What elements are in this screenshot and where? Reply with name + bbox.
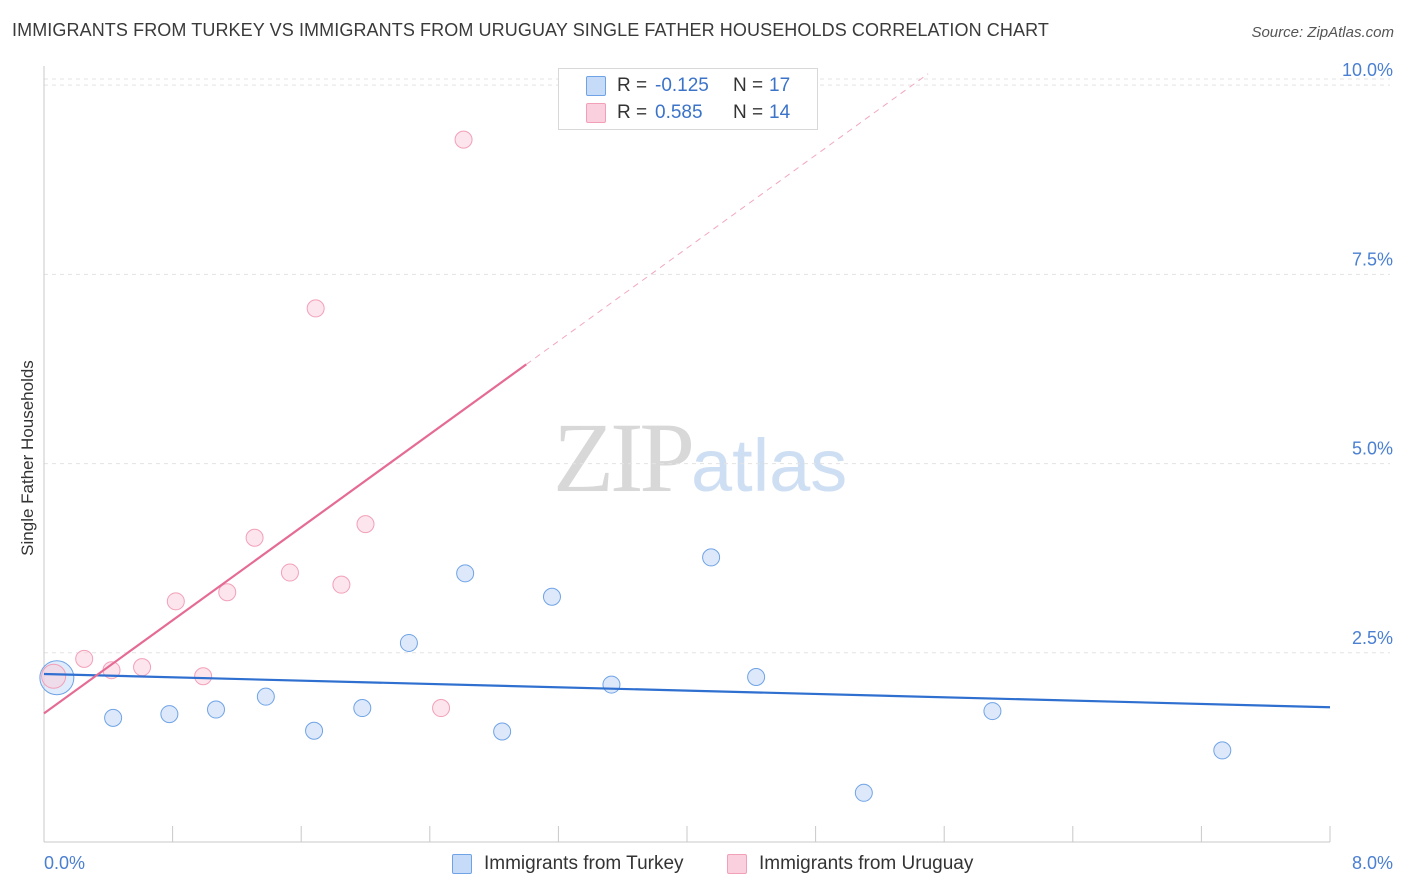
uruguay-point-9 <box>306 299 325 318</box>
uruguay-point-12 <box>432 699 451 718</box>
turkey-point-3 <box>207 700 226 719</box>
turkey-point-10 <box>542 587 561 606</box>
turkey-point-12 <box>702 548 721 567</box>
uruguay-n-value: 14 <box>769 102 791 123</box>
turkey-point-6 <box>353 699 372 718</box>
uruguay-point-6 <box>218 583 237 602</box>
turkey-trendline <box>43 672 1331 709</box>
turkey-swatch <box>586 76 606 96</box>
x-tick-label-1: 8.0% <box>1352 853 1393 873</box>
uruguay-r-value: 0.585 <box>655 102 703 123</box>
turkey-point-4 <box>256 687 275 706</box>
legend-item-turkey[interactable]: Immigrants from Turkey <box>452 852 684 876</box>
uruguay-point-1 <box>75 649 94 668</box>
uruguay-point-0 <box>41 663 67 689</box>
uruguay-trendline-extension <box>525 73 929 365</box>
turkey-legend-label: Immigrants from Turkey <box>484 853 684 874</box>
turkey-n-value: 17 <box>769 75 791 96</box>
turkey-legend-swatch <box>452 854 472 874</box>
y-tick-label-1: 5.0% <box>1352 439 1393 459</box>
watermark-atlas: atlas <box>691 424 848 507</box>
uruguay-trendline <box>43 363 527 715</box>
correlation-legend: R = -0.125 N = 17 R = 0.585 N = 14 <box>558 68 818 130</box>
watermark: ZIPatlas <box>553 400 847 515</box>
watermark-zip: ZIP <box>553 402 695 513</box>
turkey-point-16 <box>1213 741 1232 760</box>
turkey-point-2 <box>160 705 179 724</box>
turkey-point-9 <box>493 722 512 741</box>
turkey-point-14 <box>854 783 873 802</box>
turkey-point-8 <box>456 564 475 583</box>
uruguay-point-5 <box>194 667 213 686</box>
legend-item-uruguay[interactable]: Immigrants from Uruguay <box>727 852 973 876</box>
turkey-r-label: R = <box>617 75 648 96</box>
x-tick-label-0: 0.0% <box>44 853 85 873</box>
uruguay-legend-swatch <box>727 854 747 874</box>
y-tick-label-2: 7.5% <box>1352 249 1393 269</box>
uruguay-n-label: N = <box>733 102 764 123</box>
uruguay-point-4 <box>166 592 185 611</box>
source-label: Source: ZipAtlas.com <box>1251 24 1394 41</box>
uruguay-point-7 <box>245 528 264 547</box>
uruguay-point-8 <box>280 563 299 582</box>
uruguay-swatch <box>586 103 606 123</box>
uruguay-r-label: R = <box>617 102 648 123</box>
uruguay-point-11 <box>356 515 375 534</box>
turkey-point-1 <box>104 708 123 727</box>
uruguay-point-13 <box>454 130 473 149</box>
turkey-point-15 <box>983 702 1002 721</box>
turkey-point-13 <box>747 668 766 687</box>
y-tick-label-3: 10.0% <box>1342 60 1393 80</box>
turkey-n-label: N = <box>733 75 764 96</box>
turkey-point-7 <box>399 633 418 652</box>
turkey-point-5 <box>305 721 324 740</box>
uruguay-legend-label: Immigrants from Uruguay <box>759 853 974 874</box>
uruguay-point-3 <box>133 658 152 677</box>
uruguay-point-10 <box>332 575 351 594</box>
turkey-point-11 <box>602 675 621 694</box>
chart-title: IMMIGRANTS FROM TURKEY VS IMMIGRANTS FRO… <box>12 20 1049 40</box>
y-tick-label-0: 2.5% <box>1352 628 1393 648</box>
turkey-r-value: -0.125 <box>655 75 709 96</box>
